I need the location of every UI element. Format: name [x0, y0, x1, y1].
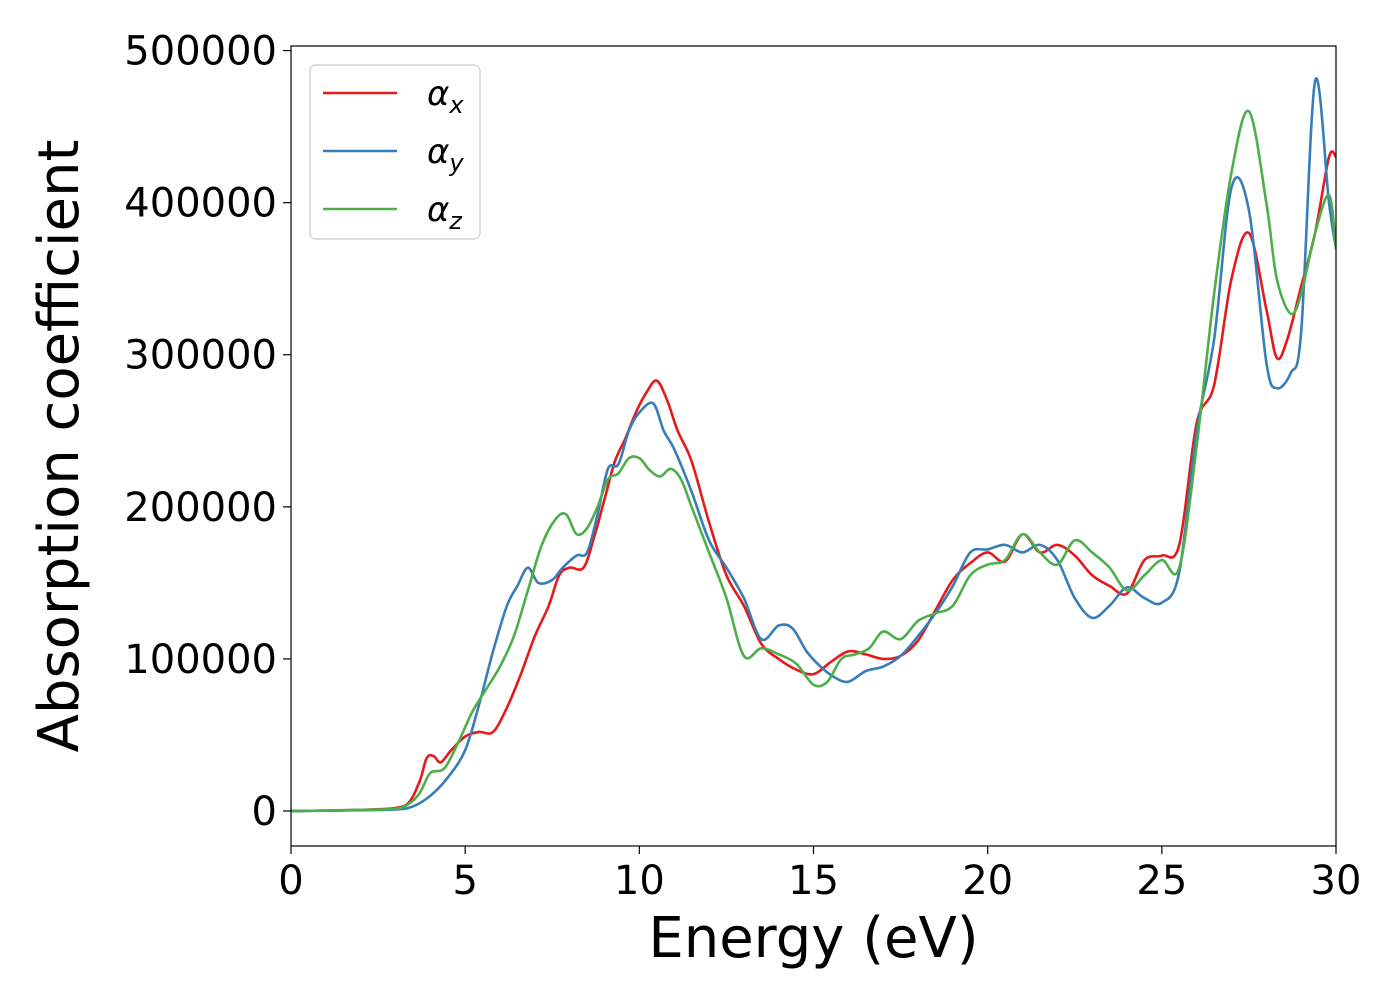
x-tick-label: 15 [788, 858, 839, 904]
y-tick-label: 500000 [124, 29, 277, 75]
y-axis-ticks: 0 100000 200000 300000 400000 500000 [124, 29, 291, 835]
legend-label-z: αz [427, 190, 463, 235]
y-tick-label: 100000 [124, 637, 277, 683]
legend-label-x: αx [427, 74, 464, 119]
x-tick-label: 5 [452, 858, 477, 904]
legend-label-y: αy [427, 132, 464, 177]
x-axis-label: Energy (eV) [648, 906, 978, 971]
x-tick-label: 20 [962, 858, 1013, 904]
x-tick-label: 0 [278, 858, 303, 904]
series-line-y [291, 77, 1336, 813]
y-tick-label: 400000 [124, 181, 277, 227]
y-tick-label: 200000 [124, 485, 277, 531]
y-tick-label: 300000 [124, 333, 277, 379]
x-tick-label: 30 [1311, 858, 1362, 904]
series-line-z [291, 109, 1336, 813]
series-layer [291, 77, 1336, 813]
legend: αx αy αz [309, 64, 481, 240]
y-tick-label: 0 [252, 789, 277, 835]
series-line-x [291, 150, 1336, 813]
x-tick-label: 25 [1136, 858, 1187, 904]
y-axis-label: Absorption coefficient [27, 140, 92, 753]
x-axis-ticks: 0 5 10 15 20 25 30 [278, 846, 1361, 904]
x-tick-label: 10 [614, 858, 665, 904]
